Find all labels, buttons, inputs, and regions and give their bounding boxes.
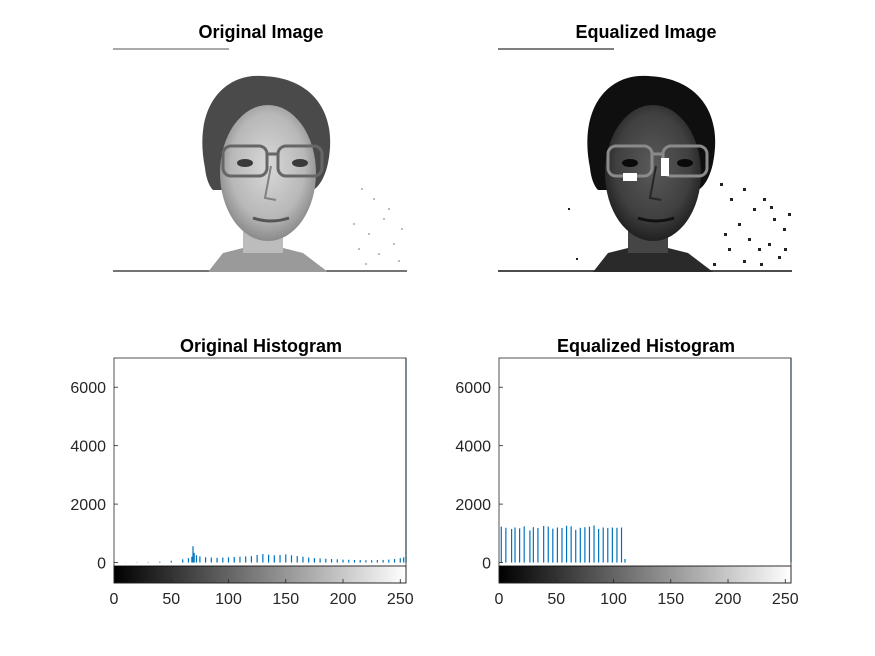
grayscale-colorbar: [113, 565, 407, 584]
x-tick-label: 150: [657, 591, 684, 608]
grayscale-colorbar: [498, 565, 792, 584]
x-tick-label: 200: [330, 591, 357, 608]
y-tick-label: 0: [482, 556, 491, 573]
original-histogram-chart: 0 2000 4000 6000 0 50 100 150 200 250: [70, 357, 414, 608]
x-tick-label: 150: [272, 591, 299, 608]
x-tick-label: 250: [772, 591, 799, 608]
x-tick-label: 0: [110, 591, 119, 608]
x-tick-label: 250: [387, 591, 414, 608]
equalized-image-title: Equalized Image: [575, 22, 717, 42]
equalized-image: [498, 48, 792, 272]
plot-area: [114, 358, 406, 583]
plot-area: [499, 358, 791, 583]
y-tick-label: 6000: [455, 380, 491, 397]
y-tick-label: 0: [97, 556, 106, 573]
original-histogram-title: Original Histogram: [179, 336, 343, 356]
x-tick-label: 50: [162, 591, 180, 608]
y-tick-label: 4000: [455, 439, 491, 456]
equalized-histogram-chart: 0 2000 4000 6000 0 50 100 150 200 250: [455, 357, 799, 608]
y-tick-label: 2000: [455, 497, 491, 514]
x-tick-label: 0: [495, 591, 504, 608]
y-tick-label: 4000: [70, 439, 106, 456]
x-tick-label: 100: [215, 591, 242, 608]
axes-box: [498, 357, 792, 584]
x-tick-label: 200: [715, 591, 742, 608]
x-tick-label: 100: [600, 591, 627, 608]
original-image: [113, 48, 407, 272]
axes-box: [113, 357, 407, 584]
original-image-title: Original Image: [198, 22, 324, 42]
y-tick-label: 6000: [70, 380, 106, 397]
x-tick-label: 50: [547, 591, 565, 608]
equalized-histogram-title: Equalized Histogram: [556, 336, 736, 356]
y-tick-label: 2000: [70, 497, 106, 514]
